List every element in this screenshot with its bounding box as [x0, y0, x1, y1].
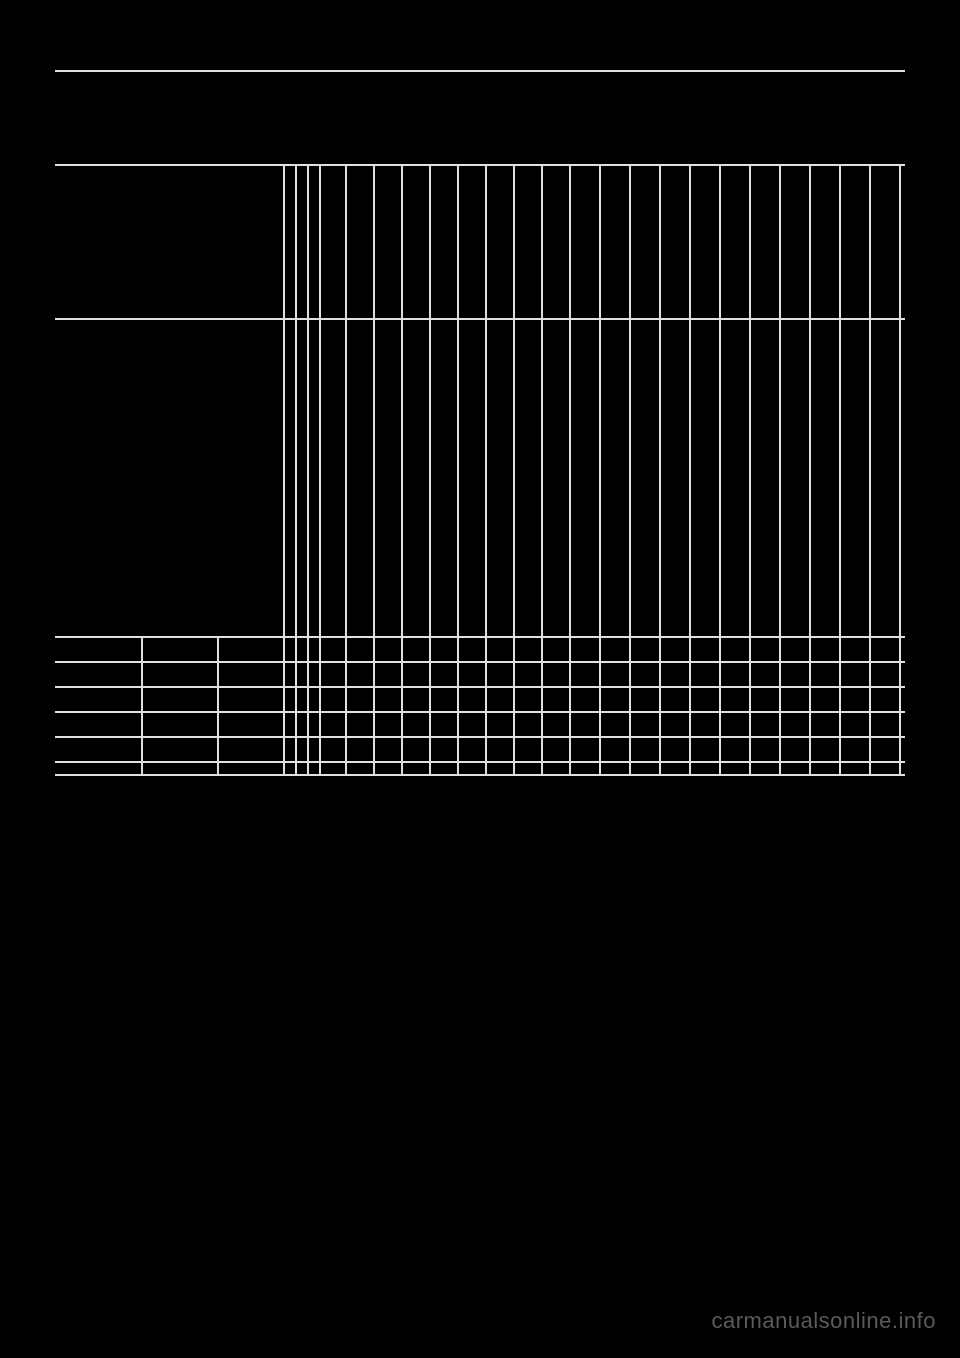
col-boundary: [319, 164, 321, 774]
col-boundary: [345, 164, 347, 774]
col-boundary: [629, 164, 631, 774]
col-boundary: [749, 164, 751, 774]
col-boundary: [541, 164, 543, 774]
row-boundary: [55, 164, 905, 166]
col-boundary: [899, 164, 901, 774]
row-boundary: [55, 736, 905, 738]
col-boundary: [457, 164, 459, 774]
row-boundary: [55, 318, 905, 320]
grid-table: [55, 164, 905, 776]
row-boundary: [55, 774, 905, 776]
col-boundary: [809, 164, 811, 774]
col-boundary: [689, 164, 691, 774]
col-boundary: [401, 164, 403, 774]
col-boundary: [295, 164, 297, 774]
label-col-boundary: [141, 636, 143, 774]
col-boundary: [513, 164, 515, 774]
row-boundary: [55, 761, 905, 763]
row-boundary: [55, 636, 905, 638]
watermark-text: carmanualsonline.info: [711, 1308, 936, 1334]
col-boundary: [599, 164, 601, 774]
col-boundary: [429, 164, 431, 774]
col-boundary: [779, 164, 781, 774]
col-boundary: [659, 164, 661, 774]
col-boundary: [569, 164, 571, 774]
col-boundary: [485, 164, 487, 774]
row-boundary: [55, 711, 905, 713]
col-boundary: [373, 164, 375, 774]
top-rule: [55, 70, 905, 72]
label-col-boundary: [217, 636, 219, 774]
col-boundary: [839, 164, 841, 774]
page: carmanualsonline.info: [0, 0, 960, 1358]
col-boundary: [719, 164, 721, 774]
row-boundary: [55, 686, 905, 688]
col-boundary: [283, 164, 285, 774]
row-boundary: [55, 661, 905, 663]
col-boundary: [307, 164, 309, 774]
col-boundary: [869, 164, 871, 774]
